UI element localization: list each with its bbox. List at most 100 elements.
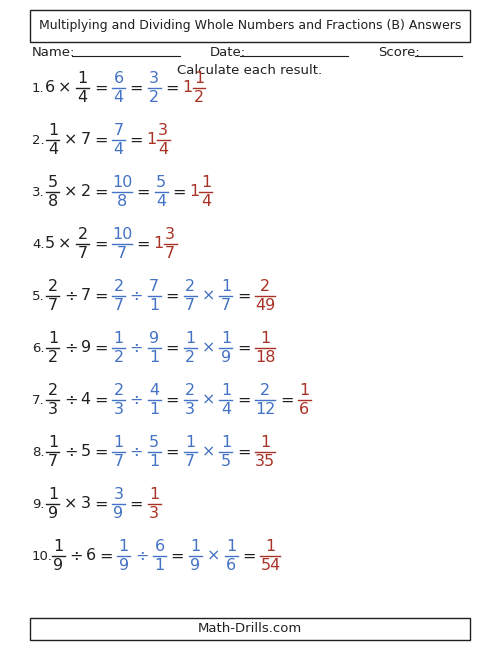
Text: ÷: ÷	[64, 340, 78, 355]
Text: 3: 3	[114, 487, 124, 502]
Text: 2: 2	[114, 350, 124, 365]
Text: 7: 7	[149, 279, 160, 294]
Text: 5: 5	[156, 175, 166, 190]
Text: =: =	[94, 237, 108, 252]
Text: 8: 8	[48, 194, 58, 209]
Text: =: =	[280, 393, 293, 408]
Text: 1: 1	[185, 435, 195, 450]
Text: =: =	[94, 393, 108, 408]
Text: =: =	[94, 340, 108, 355]
Text: ×: ×	[58, 237, 71, 252]
Text: ÷: ÷	[130, 340, 143, 355]
Text: 5: 5	[48, 175, 58, 190]
Text: ÷: ÷	[130, 444, 143, 459]
Text: 1: 1	[189, 184, 199, 199]
Text: 7: 7	[114, 454, 124, 469]
Text: 9: 9	[48, 506, 58, 521]
Text: =: =	[170, 549, 184, 564]
Text: Calculate each result.: Calculate each result.	[178, 63, 322, 76]
Text: 2: 2	[185, 383, 195, 398]
Text: =: =	[172, 184, 186, 199]
Text: 4: 4	[78, 90, 88, 105]
Text: 1: 1	[201, 175, 211, 190]
Text: 1: 1	[53, 539, 63, 554]
Text: =: =	[99, 549, 112, 564]
Text: 2: 2	[194, 90, 204, 105]
Text: ×: ×	[58, 80, 71, 96]
Text: Date:: Date:	[210, 45, 246, 58]
Text: 6: 6	[86, 549, 96, 564]
Text: 4: 4	[156, 194, 166, 209]
Text: 49: 49	[255, 298, 276, 313]
Text: 7: 7	[117, 246, 127, 261]
Text: 3: 3	[150, 71, 160, 86]
Text: 2: 2	[114, 279, 124, 294]
Text: 7: 7	[221, 298, 231, 313]
Text: ÷: ÷	[135, 549, 148, 564]
Text: 5: 5	[80, 444, 91, 459]
Text: 1: 1	[146, 133, 156, 148]
Text: =: =	[136, 237, 150, 252]
Text: 3: 3	[80, 496, 90, 512]
Text: 1: 1	[182, 80, 192, 96]
Text: 2: 2	[260, 383, 270, 398]
Text: 1: 1	[149, 402, 160, 417]
Text: =: =	[237, 289, 250, 303]
Text: 6: 6	[300, 402, 310, 417]
Text: =: =	[166, 80, 179, 96]
Text: ×: ×	[202, 393, 214, 408]
Text: 1: 1	[48, 123, 58, 138]
Text: 5: 5	[45, 237, 55, 252]
Text: ÷: ÷	[64, 444, 78, 459]
Text: 7: 7	[185, 298, 195, 313]
FancyBboxPatch shape	[30, 618, 470, 640]
Text: 1: 1	[300, 383, 310, 398]
Text: 2: 2	[114, 383, 124, 398]
Text: =: =	[94, 184, 108, 199]
Text: 7: 7	[78, 246, 88, 261]
Text: 6: 6	[45, 80, 55, 96]
Text: 9: 9	[114, 506, 124, 521]
Text: 1: 1	[260, 435, 270, 450]
Text: 1: 1	[149, 350, 160, 365]
Text: =: =	[130, 133, 143, 148]
Text: 6: 6	[154, 539, 164, 554]
Text: 9: 9	[53, 558, 63, 573]
Text: =: =	[136, 184, 150, 199]
Text: ×: ×	[64, 496, 78, 512]
Text: ×: ×	[202, 340, 214, 355]
Text: 1: 1	[48, 331, 58, 346]
Text: 7.: 7.	[32, 393, 44, 406]
Text: 7: 7	[48, 298, 58, 313]
Text: 4: 4	[149, 383, 160, 398]
Text: ÷: ÷	[130, 393, 143, 408]
Text: 3: 3	[150, 506, 160, 521]
Text: 1: 1	[226, 539, 236, 554]
Text: 2: 2	[260, 279, 270, 294]
Text: 54: 54	[260, 558, 280, 573]
Text: 2: 2	[185, 350, 195, 365]
Text: 9: 9	[80, 340, 91, 355]
Text: =: =	[94, 133, 108, 148]
Text: =: =	[237, 340, 250, 355]
Text: 1: 1	[48, 435, 58, 450]
Text: =: =	[237, 444, 250, 459]
Text: 2: 2	[149, 90, 160, 105]
FancyBboxPatch shape	[30, 10, 470, 42]
Text: ÷: ÷	[64, 393, 78, 408]
Text: 9: 9	[118, 558, 129, 573]
Text: =: =	[94, 444, 108, 459]
Text: 4: 4	[114, 142, 124, 157]
Text: 6.: 6.	[32, 342, 44, 355]
Text: ×: ×	[64, 184, 78, 199]
Text: =: =	[94, 80, 108, 96]
Text: =: =	[130, 496, 143, 512]
Text: 1: 1	[221, 331, 231, 346]
Text: Multiplying and Dividing Whole Numbers and Fractions (B) Answers: Multiplying and Dividing Whole Numbers a…	[39, 19, 461, 32]
Text: 8.: 8.	[32, 446, 44, 459]
Text: 9: 9	[221, 350, 231, 365]
Text: 1: 1	[149, 487, 160, 502]
Text: 1: 1	[221, 383, 231, 398]
Text: 7: 7	[80, 133, 91, 148]
Text: 7: 7	[48, 454, 58, 469]
